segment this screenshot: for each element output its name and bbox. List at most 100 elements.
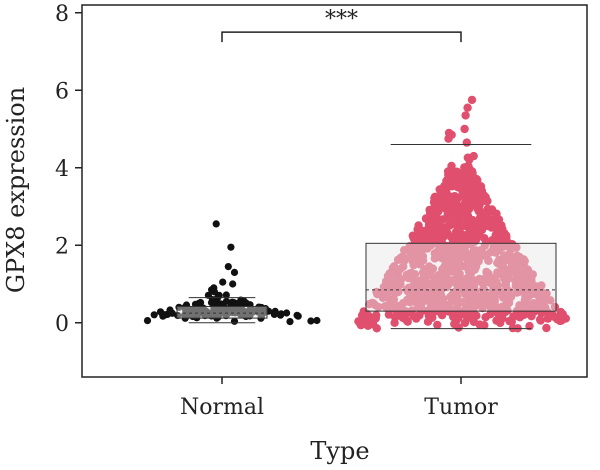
- data-point: [450, 231, 459, 241]
- data-point: [354, 317, 363, 326]
- data-point: [463, 153, 472, 162]
- data-point: [520, 263, 529, 272]
- data-point: [222, 291, 230, 299]
- data-point: [489, 299, 498, 308]
- data-point: [415, 293, 424, 302]
- data-point: [483, 275, 492, 285]
- box-layer: [176, 144, 557, 330]
- data-point: [363, 321, 373, 330]
- data-point: [437, 284, 447, 293]
- data-point: [483, 196, 492, 206]
- data-point: [546, 296, 555, 305]
- data-point: [448, 290, 457, 299]
- data-point: [414, 221, 423, 230]
- data-point: [150, 311, 158, 319]
- x-axis: Normal Tumor: [180, 377, 498, 420]
- data-point: [448, 246, 457, 256]
- data-point: [541, 303, 550, 312]
- data-point: [529, 286, 539, 296]
- data-point: [437, 311, 447, 320]
- data-point: [235, 300, 243, 308]
- data-point: [459, 179, 468, 188]
- data-point: [307, 317, 315, 325]
- data-point: [424, 306, 433, 315]
- data-point: [442, 184, 451, 193]
- data-point: [459, 186, 468, 196]
- data-point: [481, 313, 490, 322]
- data-point: [389, 262, 399, 271]
- data-point: [425, 289, 434, 298]
- data-point: [229, 280, 237, 288]
- data-point: [293, 311, 301, 319]
- data-point: [212, 220, 220, 228]
- data-point: [490, 292, 499, 302]
- data-point: [438, 233, 447, 242]
- data-point: [548, 311, 557, 321]
- data-point: [462, 138, 471, 147]
- data-point: [400, 309, 409, 318]
- data-point: [522, 280, 531, 289]
- data-point: [479, 299, 488, 308]
- data-point: [511, 281, 520, 291]
- data-point: [461, 290, 470, 299]
- data-point: [466, 229, 475, 238]
- data-point: [493, 268, 502, 277]
- data-point: [483, 218, 492, 227]
- data-point: [364, 311, 373, 320]
- data-point: [174, 311, 182, 320]
- data-point: [222, 297, 231, 305]
- data-point: [431, 212, 440, 222]
- data-point: [368, 298, 377, 308]
- data-point: [283, 309, 291, 317]
- data-point: [389, 295, 399, 304]
- data-point: [444, 275, 453, 284]
- data-point: [442, 201, 452, 210]
- data-point: [440, 262, 449, 272]
- data-point: [276, 311, 285, 319]
- data-point: [488, 246, 497, 255]
- significance-line: [221, 31, 462, 43]
- data-point: [505, 316, 514, 326]
- data-point: [476, 195, 486, 204]
- data-point: [527, 272, 536, 281]
- data-point: [452, 268, 462, 277]
- data-point: [408, 252, 417, 262]
- significance-label: ***: [325, 7, 358, 32]
- box-tumor: [365, 242, 557, 312]
- data-point: [381, 287, 390, 296]
- y-tick-label: 4: [55, 157, 69, 182]
- data-point: [430, 302, 440, 311]
- points-layer: [143, 95, 570, 333]
- data-point: [500, 307, 510, 317]
- box-normal: [176, 305, 268, 319]
- data-point: [511, 275, 520, 285]
- data-point: [500, 265, 510, 274]
- data-point: [471, 250, 480, 259]
- data-point: [461, 111, 470, 120]
- data-point: [463, 103, 472, 112]
- data-point: [519, 310, 528, 320]
- data-point: [473, 204, 482, 213]
- data-point: [417, 250, 426, 259]
- data-point: [467, 256, 477, 266]
- data-point: [468, 199, 477, 208]
- data-point: [536, 316, 545, 325]
- data-point: [469, 303, 479, 312]
- data-point: [477, 225, 487, 235]
- data-point: [431, 231, 441, 240]
- data-point: [492, 230, 501, 239]
- data-point: [450, 180, 459, 190]
- y-tick-label: 2: [55, 234, 69, 259]
- data-point: [469, 187, 478, 196]
- data-point: [230, 317, 239, 325]
- data-point: [234, 308, 242, 317]
- data-point: [224, 263, 232, 271]
- data-point: [542, 323, 551, 333]
- x-axis-label: Type: [310, 437, 369, 465]
- data-point: [457, 202, 466, 211]
- data-point: [390, 318, 399, 327]
- data-point: [210, 288, 218, 296]
- data-point: [436, 189, 445, 198]
- data-point: [421, 214, 431, 223]
- y-tick-label: 0: [55, 312, 69, 337]
